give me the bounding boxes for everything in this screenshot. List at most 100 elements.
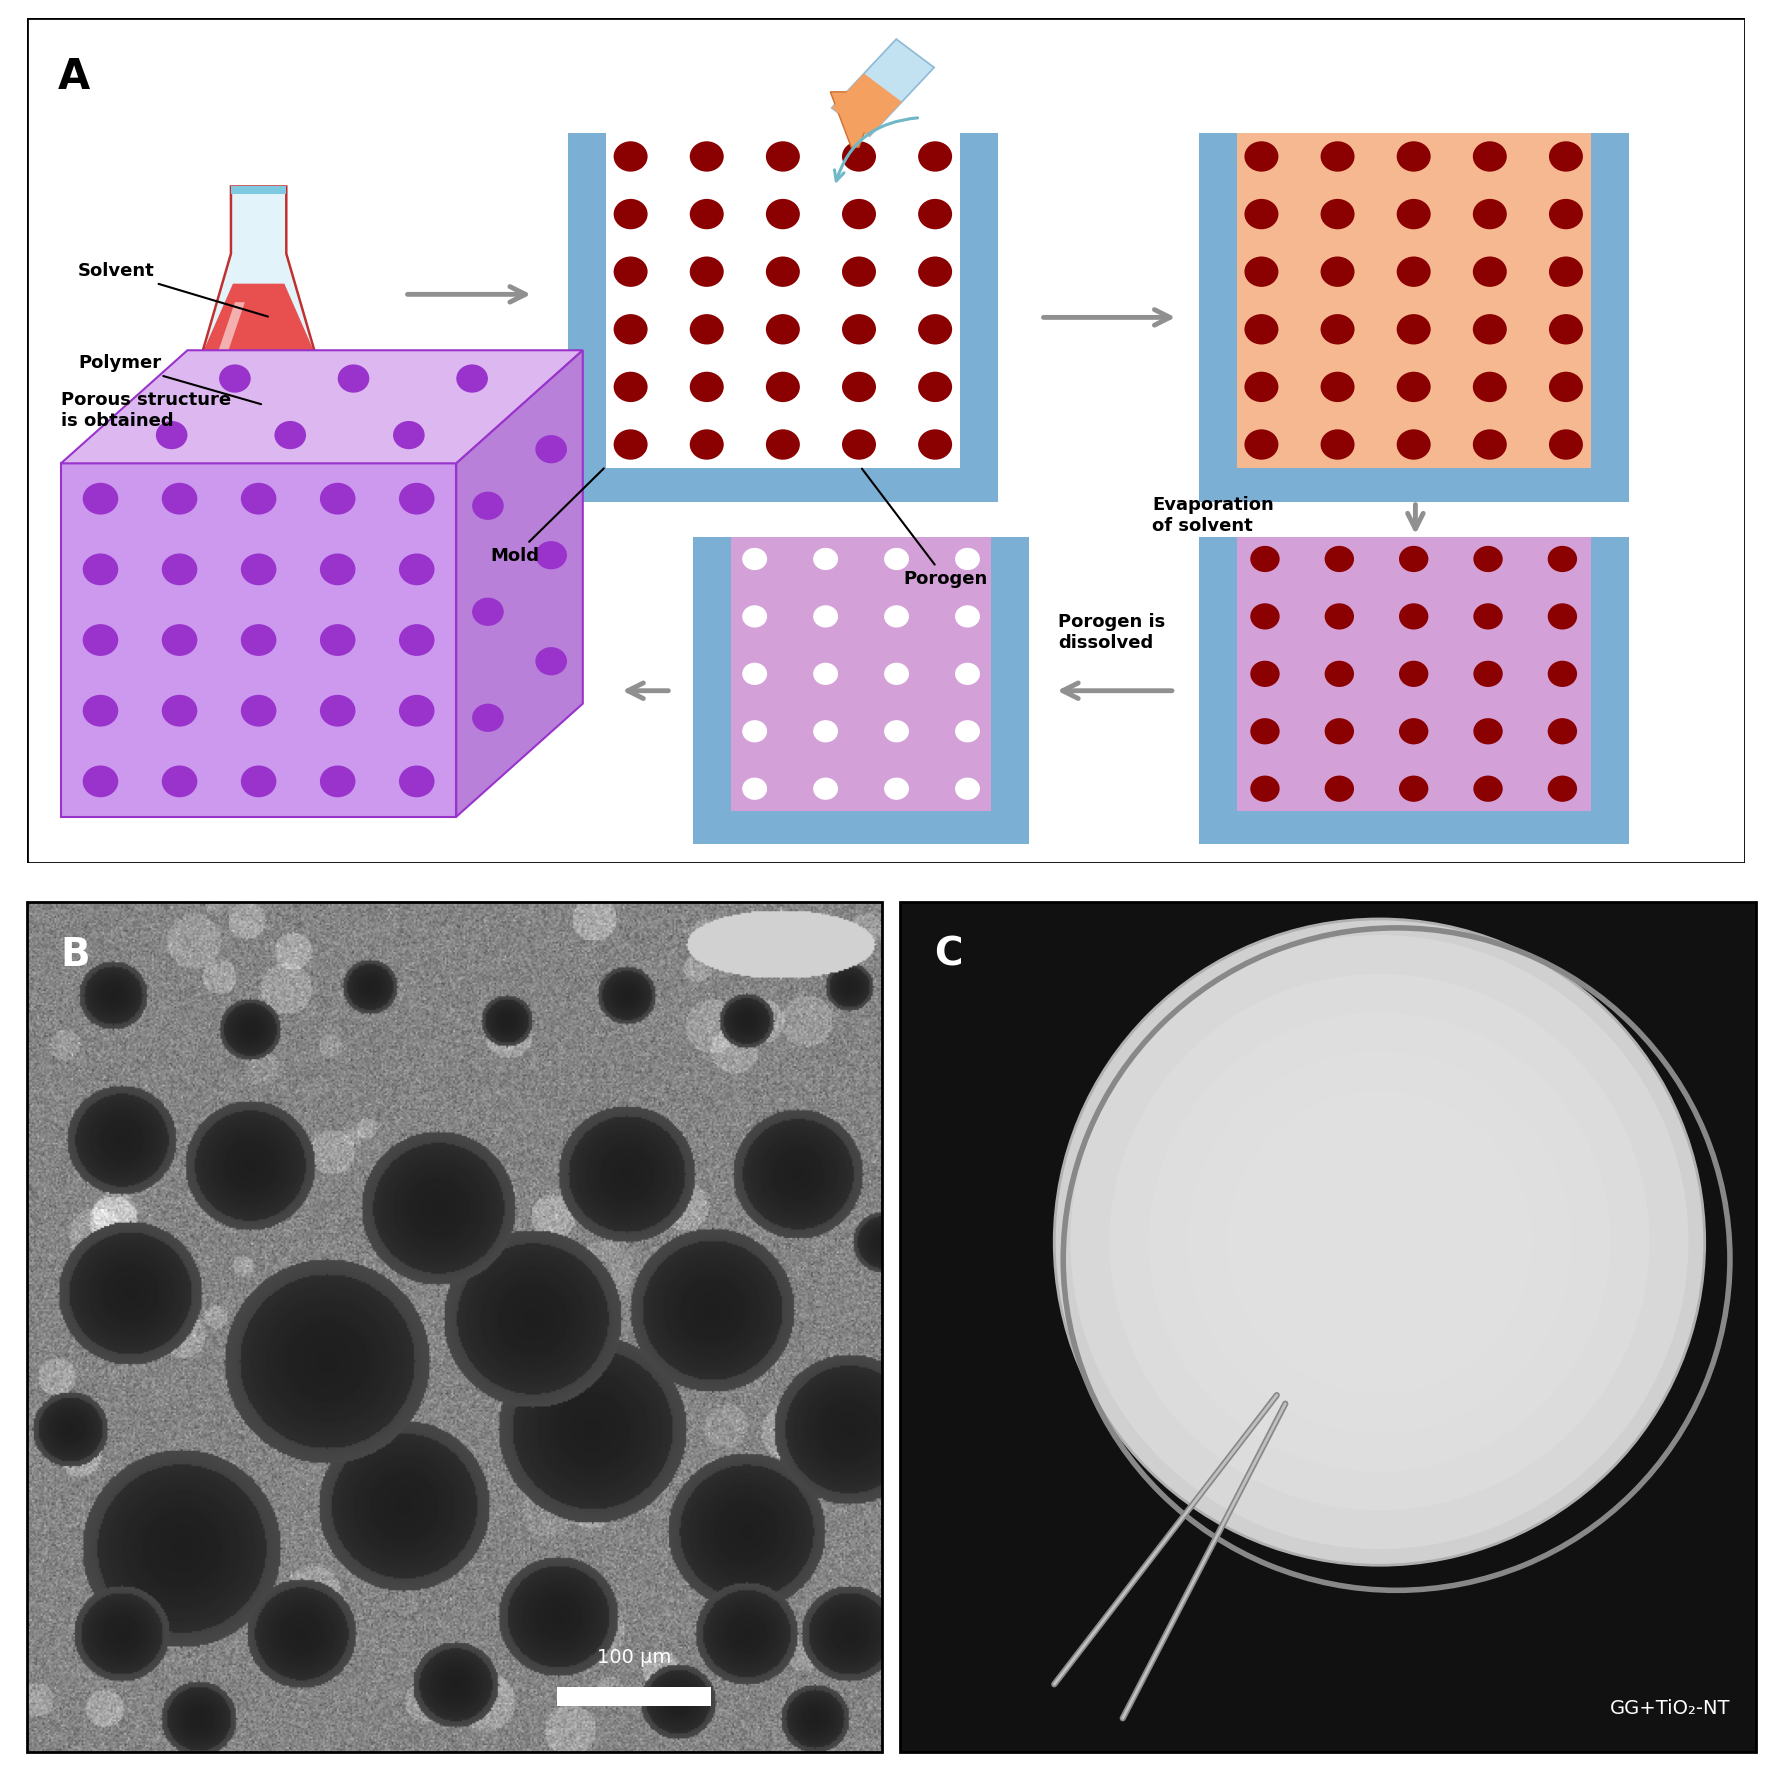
- Bar: [693, 811, 1030, 845]
- Circle shape: [321, 482, 356, 514]
- Circle shape: [83, 553, 119, 585]
- Polygon shape: [831, 73, 902, 137]
- Circle shape: [457, 365, 487, 393]
- Bar: [1591, 133, 1628, 502]
- Bar: [1200, 468, 1628, 502]
- Circle shape: [1549, 429, 1582, 459]
- Polygon shape: [831, 39, 934, 137]
- Circle shape: [1396, 315, 1430, 345]
- Circle shape: [399, 765, 434, 797]
- Circle shape: [241, 553, 276, 585]
- Circle shape: [813, 548, 838, 569]
- Circle shape: [884, 548, 909, 569]
- Circle shape: [1251, 719, 1279, 744]
- Circle shape: [1244, 256, 1278, 286]
- Circle shape: [813, 664, 838, 685]
- Circle shape: [535, 541, 567, 569]
- Circle shape: [613, 199, 647, 229]
- Circle shape: [535, 648, 567, 676]
- Circle shape: [1187, 1051, 1572, 1432]
- Polygon shape: [188, 350, 583, 704]
- Text: Porogen: Porogen: [861, 468, 987, 587]
- Bar: [732, 537, 991, 811]
- Bar: [556, 1686, 711, 1706]
- Text: C: C: [934, 936, 962, 973]
- Bar: [569, 133, 606, 502]
- Circle shape: [241, 765, 276, 797]
- Circle shape: [613, 429, 647, 459]
- Circle shape: [1320, 199, 1354, 229]
- Circle shape: [471, 598, 503, 626]
- Text: Mold: Mold: [491, 468, 604, 564]
- Circle shape: [1070, 936, 1689, 1550]
- Circle shape: [83, 765, 119, 797]
- Circle shape: [399, 624, 434, 656]
- Circle shape: [1547, 603, 1577, 630]
- Circle shape: [1473, 660, 1503, 687]
- Circle shape: [1473, 776, 1503, 802]
- Circle shape: [471, 491, 503, 519]
- Circle shape: [842, 199, 875, 229]
- Circle shape: [1251, 776, 1279, 802]
- Circle shape: [321, 765, 356, 797]
- Circle shape: [918, 141, 952, 171]
- Circle shape: [689, 141, 723, 171]
- Circle shape: [83, 696, 119, 726]
- Circle shape: [1320, 141, 1354, 171]
- Circle shape: [766, 256, 799, 286]
- Circle shape: [399, 553, 434, 585]
- Circle shape: [766, 315, 799, 345]
- Circle shape: [1547, 660, 1577, 687]
- Text: GG+TiO₂-NT: GG+TiO₂-NT: [1611, 1699, 1731, 1719]
- Circle shape: [1325, 719, 1354, 744]
- Circle shape: [161, 624, 197, 656]
- Circle shape: [161, 482, 197, 514]
- Text: 100 μm: 100 μm: [597, 1649, 672, 1667]
- Circle shape: [161, 765, 197, 797]
- Circle shape: [1400, 603, 1428, 630]
- Circle shape: [1547, 776, 1577, 802]
- Circle shape: [742, 605, 767, 628]
- Bar: [1237, 133, 1591, 468]
- Circle shape: [1549, 256, 1582, 286]
- Circle shape: [1473, 719, 1503, 744]
- Circle shape: [1396, 429, 1430, 459]
- Circle shape: [1473, 256, 1506, 286]
- Text: B: B: [60, 936, 90, 973]
- Circle shape: [918, 256, 952, 286]
- Circle shape: [813, 777, 838, 801]
- Circle shape: [1400, 660, 1428, 687]
- Circle shape: [321, 624, 356, 656]
- Circle shape: [471, 704, 503, 731]
- Text: Evaporation
of solvent: Evaporation of solvent: [1152, 496, 1274, 535]
- Circle shape: [1320, 256, 1354, 286]
- Circle shape: [955, 720, 980, 742]
- Circle shape: [1244, 429, 1278, 459]
- Circle shape: [321, 696, 356, 726]
- Circle shape: [275, 422, 307, 450]
- Circle shape: [766, 199, 799, 229]
- Circle shape: [918, 315, 952, 345]
- Bar: [1200, 133, 1237, 502]
- Circle shape: [1320, 315, 1354, 345]
- Circle shape: [766, 429, 799, 459]
- Circle shape: [1265, 1130, 1494, 1356]
- Circle shape: [1325, 776, 1354, 802]
- Circle shape: [1251, 546, 1279, 573]
- Polygon shape: [188, 302, 245, 439]
- Bar: [1200, 537, 1237, 845]
- Circle shape: [1473, 315, 1506, 345]
- Circle shape: [1473, 141, 1506, 171]
- Bar: [991, 537, 1030, 845]
- Circle shape: [1244, 199, 1278, 229]
- Circle shape: [813, 720, 838, 742]
- Circle shape: [1226, 1091, 1533, 1395]
- Circle shape: [1473, 199, 1506, 229]
- Circle shape: [1320, 372, 1354, 402]
- Circle shape: [1396, 256, 1430, 286]
- Polygon shape: [175, 398, 342, 448]
- Circle shape: [1054, 920, 1705, 1566]
- Circle shape: [393, 422, 425, 450]
- Circle shape: [689, 429, 723, 459]
- Circle shape: [1320, 429, 1354, 459]
